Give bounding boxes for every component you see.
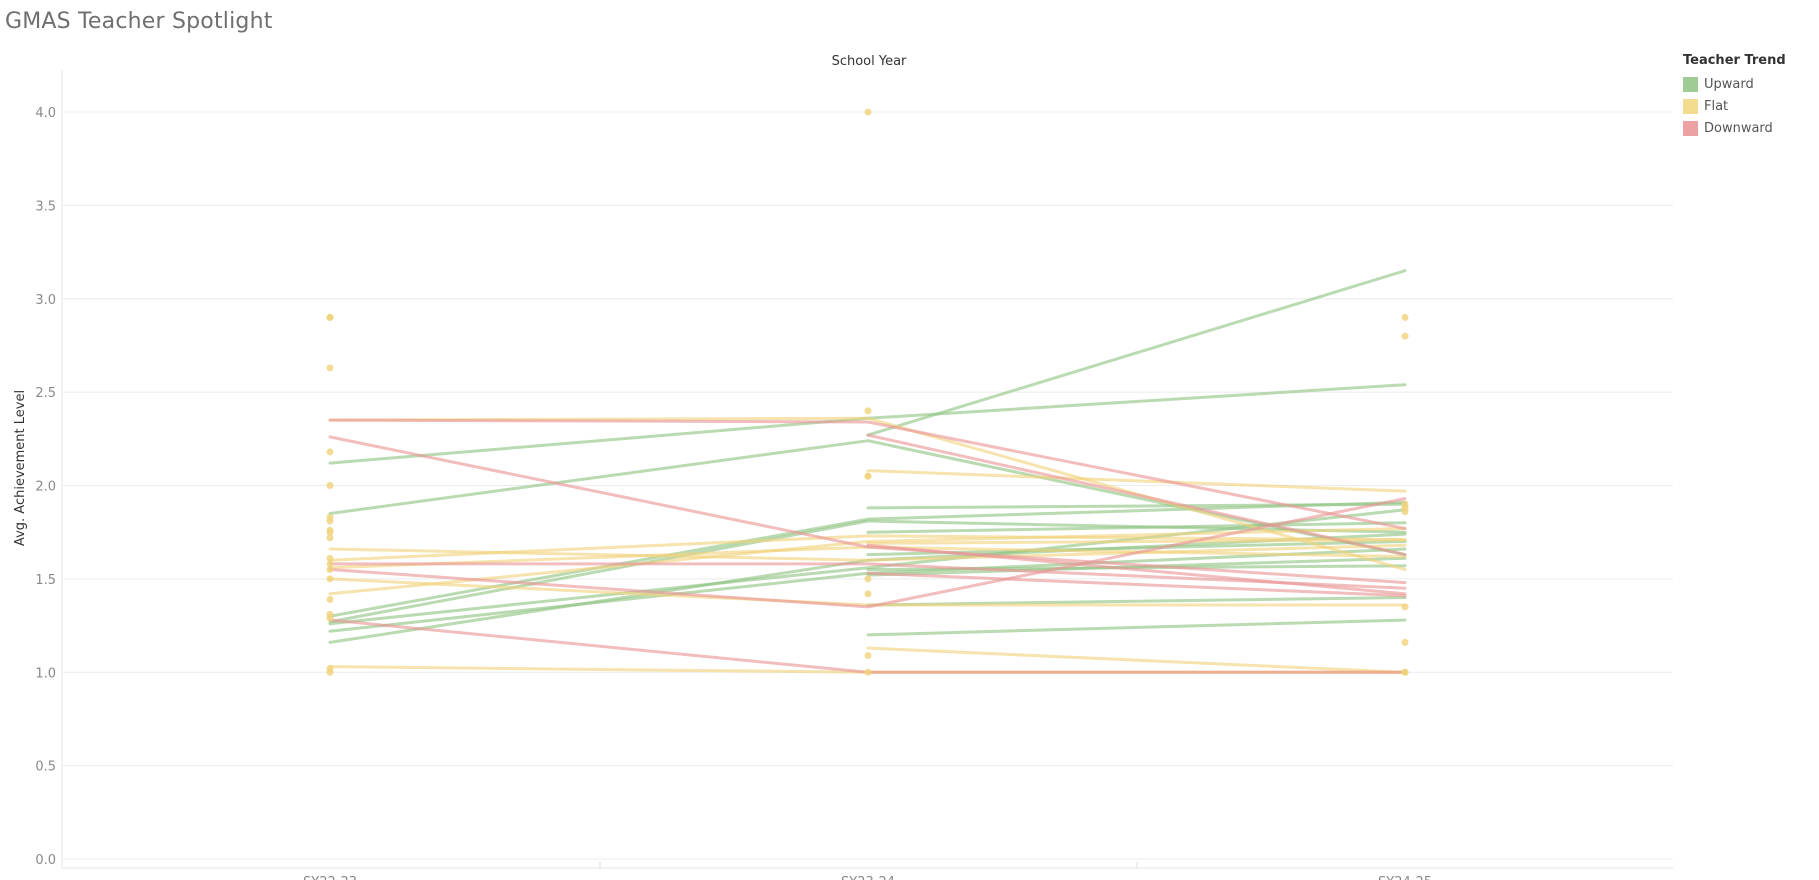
data-point[interactable] bbox=[326, 528, 334, 536]
legend-swatch-flat bbox=[1683, 98, 1698, 114]
y-tick-label: 0.0 bbox=[35, 853, 56, 868]
data-point[interactable] bbox=[326, 560, 334, 568]
y-tick-label: 3.5 bbox=[35, 199, 56, 214]
data-point[interactable] bbox=[864, 575, 872, 583]
data-point[interactable] bbox=[1401, 638, 1409, 646]
data-point[interactable] bbox=[326, 595, 334, 603]
series-line-upward[interactable] bbox=[328, 439, 1407, 557]
legend-label-flat: Flat bbox=[1704, 98, 1729, 114]
series-line-upward[interactable] bbox=[866, 618, 1407, 637]
legend-label-upward: Upward bbox=[1704, 76, 1754, 92]
data-point[interactable] bbox=[1401, 668, 1409, 676]
legend: Teacher Trend Upward Flat Downward bbox=[1683, 53, 1786, 139]
series-line-flat[interactable] bbox=[328, 534, 1407, 562]
legend-title: Teacher Trend bbox=[1683, 53, 1786, 68]
series-lines[interactable] bbox=[328, 269, 1407, 674]
series-line-downward[interactable] bbox=[866, 433, 1407, 557]
data-point[interactable] bbox=[326, 614, 334, 622]
data-point[interactable] bbox=[864, 472, 872, 480]
data-point[interactable] bbox=[864, 407, 872, 415]
series-line-upward[interactable] bbox=[328, 500, 1407, 618]
legend-swatch-upward bbox=[1683, 76, 1698, 92]
data-point[interactable] bbox=[1401, 332, 1409, 340]
y-axis-title: Avg. Achievement Level bbox=[13, 390, 28, 546]
y-axis-ticks: 0.0 0.5 1.0 1.5 2.0 2.5 3.0 3.5 4.0 bbox=[35, 106, 56, 868]
y-tick-label: 2.0 bbox=[35, 480, 56, 495]
series-line-upward[interactable] bbox=[866, 502, 1407, 510]
data-point[interactable] bbox=[864, 590, 872, 598]
data-point[interactable] bbox=[326, 364, 334, 372]
series-line-downward[interactable] bbox=[866, 571, 1407, 598]
series-line-flat[interactable] bbox=[328, 527, 1407, 596]
legend-label-downward: Downward bbox=[1704, 120, 1773, 136]
series-line-upward[interactable] bbox=[866, 521, 1407, 534]
column-header: School Year bbox=[832, 54, 907, 69]
data-point[interactable] bbox=[864, 651, 872, 659]
legend-swatch-downward bbox=[1683, 120, 1698, 136]
series-line-flat[interactable] bbox=[866, 646, 1407, 674]
series-line-flat[interactable] bbox=[866, 538, 1407, 545]
y-tick-label: 3.0 bbox=[35, 293, 56, 308]
series-line-downward[interactable] bbox=[328, 497, 1407, 609]
series-line-downward[interactable] bbox=[328, 435, 1407, 585]
legend-item-downward[interactable]: Downward bbox=[1683, 117, 1786, 139]
data-point[interactable] bbox=[326, 668, 334, 676]
data-point[interactable] bbox=[1401, 313, 1409, 321]
series-line-downward[interactable] bbox=[328, 562, 1407, 590]
x-axis-ticks: SY22-23 SY23-24 SY24-25 bbox=[303, 875, 1432, 880]
data-point[interactable] bbox=[864, 668, 872, 676]
series-line-downward[interactable] bbox=[328, 418, 1407, 530]
data-point[interactable] bbox=[326, 554, 334, 562]
series-line-upward[interactable] bbox=[328, 383, 1407, 465]
data-point[interactable] bbox=[326, 448, 334, 456]
data-points[interactable] bbox=[326, 108, 1409, 676]
data-point[interactable] bbox=[326, 575, 334, 583]
data-point[interactable] bbox=[864, 108, 872, 116]
x-tick-label-SY24-25: SY24-25 bbox=[1378, 875, 1432, 880]
gridlines bbox=[61, 70, 1673, 869]
y-tick-label: 1.5 bbox=[35, 573, 56, 588]
data-point[interactable] bbox=[326, 517, 334, 525]
legend-item-upward[interactable]: Upward bbox=[1683, 73, 1786, 95]
dashboard-title: GMAS Teacher Spotlight bbox=[5, 9, 273, 34]
legend-item-flat[interactable]: Flat bbox=[1683, 95, 1786, 117]
x-tick-label-SY23-24: SY23-24 bbox=[841, 875, 895, 880]
series-line-downward[interactable] bbox=[866, 543, 1407, 596]
data-point[interactable] bbox=[326, 534, 334, 542]
series-line-flat[interactable] bbox=[328, 577, 1407, 607]
data-point[interactable] bbox=[1401, 603, 1409, 611]
y-tick-label: 2.5 bbox=[35, 386, 56, 401]
data-point[interactable] bbox=[326, 482, 334, 489]
x-tick-label-SY22-23: SY22-23 bbox=[303, 875, 357, 880]
data-point[interactable] bbox=[1401, 508, 1409, 516]
y-tick-label: 0.5 bbox=[35, 760, 56, 775]
series-line-upward[interactable] bbox=[866, 269, 1407, 437]
series-line-upward[interactable] bbox=[328, 508, 1407, 626]
data-point[interactable] bbox=[326, 313, 334, 321]
data-point[interactable] bbox=[326, 566, 334, 574]
y-tick-label: 4.0 bbox=[35, 106, 56, 121]
series-line-flat[interactable] bbox=[866, 469, 1407, 493]
y-tick-label: 1.0 bbox=[35, 666, 56, 681]
